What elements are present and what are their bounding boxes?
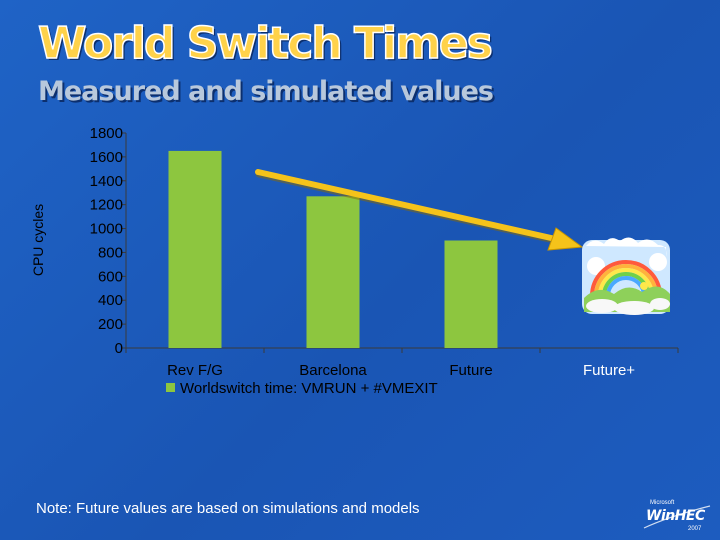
legend-swatch (166, 383, 175, 392)
y-tick-label: 1000 (90, 221, 123, 238)
legend-label: Worldswitch time: VMRUN + #VMEXIT (180, 380, 438, 397)
x-category-label: Future (449, 362, 492, 379)
y-tick-label: 1200 (90, 197, 123, 214)
y-tick-label: 800 (98, 244, 123, 261)
slide-subtitle: Measured and simulated values (38, 76, 494, 107)
y-tick-label: 1600 (90, 149, 123, 166)
x-category-label: Barcelona (299, 362, 367, 379)
y-tick-label: 0 (115, 340, 123, 357)
bar-rev-f-g (168, 150, 222, 348)
footnote: Note: Future values are based on simulat… (36, 500, 420, 517)
rainbow-clouds-icon (582, 237, 670, 315)
bar-future (444, 240, 498, 348)
logo-brand: Microsoft (650, 500, 675, 506)
x-category-label: Future+ (583, 362, 635, 379)
logo-swoosh-icon (643, 505, 711, 529)
x-category-label: Rev F/G (167, 362, 223, 379)
y-tick-label: 200 (98, 316, 123, 333)
y-axis-label: CPU cycles (30, 204, 46, 276)
winhec-logo: Microsoft WinHEC 2007 (640, 498, 714, 536)
trend-arrow (255, 169, 584, 251)
slide-title: World Switch Times (37, 18, 493, 69)
y-tick-label: 1800 (90, 125, 123, 142)
chart-legend: Worldswitch time: VMRUN + #VMEXIT (166, 380, 438, 397)
bar-barcelona (306, 196, 360, 348)
logo-name: WinHEC (646, 508, 705, 524)
y-tick-label: 400 (98, 292, 123, 309)
y-tick-label: 1400 (90, 173, 123, 190)
logo-year: 2007 (688, 526, 702, 532)
y-tick-label: 600 (98, 268, 123, 285)
